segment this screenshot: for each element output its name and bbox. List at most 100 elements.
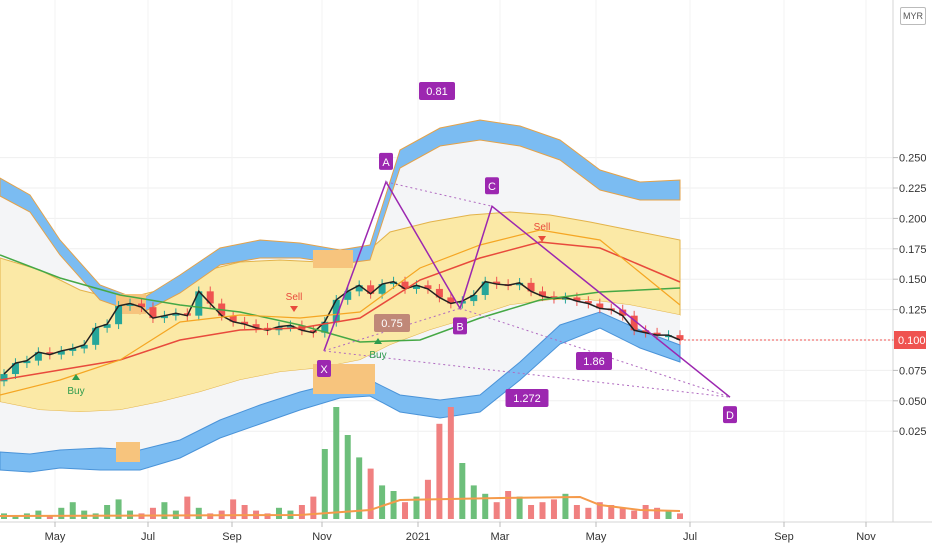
candle-body — [80, 344, 88, 349]
volume-bar — [505, 491, 512, 519]
volume-bar — [482, 493, 489, 519]
volume-bar — [149, 507, 156, 519]
candle-body — [516, 282, 524, 286]
pattern-point-label: B — [456, 321, 463, 333]
ma-red-line — [0, 241, 681, 381]
candle-body — [332, 299, 340, 322]
signal-label: Buy — [369, 350, 386, 361]
candle-body — [137, 303, 145, 308]
volume-bar — [115, 499, 122, 519]
volume-bar — [161, 502, 168, 519]
candle-body — [57, 350, 65, 355]
candle-body — [412, 285, 420, 289]
candle-body — [481, 281, 489, 296]
last-price-marker: 0.100 — [680, 331, 926, 349]
candle-body — [539, 291, 547, 297]
harmonic-pattern: X A B C D 0.75 0.81 1.86 1.272 — [317, 82, 737, 424]
last-price-label: 0.100 — [898, 335, 926, 347]
candle-body — [115, 305, 123, 325]
ratio-text: 0.81 — [426, 86, 447, 98]
candle-body — [470, 295, 478, 302]
volume-bars — [0, 407, 683, 519]
y-tick-label: 0.150 — [899, 274, 927, 286]
volume-bar — [356, 457, 363, 519]
volume-bar — [333, 407, 340, 519]
y-tick-label: 0.075 — [899, 365, 927, 377]
pattern-point-label: A — [382, 157, 390, 169]
time-axis[interactable]: May Jul Sep Nov 2021 Mar May Jul Sep Nov — [45, 522, 877, 543]
volume-bar — [310, 496, 317, 519]
volume-bar — [665, 510, 672, 519]
candle-body — [103, 324, 111, 328]
volume-bar — [390, 491, 397, 519]
y-tick-label: 0.200 — [899, 213, 927, 225]
candle-body — [0, 374, 8, 382]
candle-body — [378, 284, 386, 294]
buy-signal: Buy — [369, 338, 387, 361]
pattern-point-label: D — [726, 410, 734, 422]
candle-body — [160, 315, 168, 319]
candle-body — [561, 297, 569, 300]
sell-arrow-icon — [290, 306, 298, 312]
volume-bar — [69, 502, 76, 519]
candle-body — [309, 330, 317, 333]
sell-signal: Sell — [534, 222, 550, 242]
pattern-point-a: A — [379, 152, 393, 170]
trade-signals: Buy Sell Buy Sell — [67, 222, 550, 397]
candle-body — [493, 281, 501, 285]
volume-bar — [596, 502, 603, 519]
volume-bar — [550, 499, 557, 519]
volume-bar — [539, 502, 546, 519]
volume-bar — [677, 513, 683, 519]
pattern-point-label: X — [320, 364, 328, 376]
candle-body — [126, 303, 134, 306]
y-tick-label: 0.125 — [899, 305, 927, 317]
volume-bar — [195, 507, 202, 519]
candle-body — [424, 285, 432, 289]
volume-bar — [344, 435, 351, 519]
pattern-point-box — [317, 359, 331, 377]
candle-body — [195, 291, 203, 316]
ratio-text: 1.272 — [513, 393, 541, 405]
volume-bar — [402, 502, 409, 519]
candle-body — [355, 285, 363, 292]
candle-body — [23, 360, 31, 364]
pattern-point-d: D — [723, 406, 737, 424]
candle-body — [46, 352, 54, 355]
candle-body — [321, 321, 329, 333]
x-tick-label: Sep — [774, 531, 794, 543]
band-highlight — [116, 442, 140, 462]
y-tick-label: 0.025 — [899, 426, 927, 438]
x-tick-label: Nov — [312, 531, 332, 543]
price-axis[interactable]: 0.250 0.225 0.200 0.175 0.150 0.125 0.100 0.075… — [893, 153, 927, 439]
volume-bar — [619, 507, 626, 519]
candle-body — [527, 282, 535, 292]
signal-label: Buy — [67, 386, 84, 397]
pattern-point-c: C — [485, 177, 499, 195]
volume-bar — [573, 505, 580, 519]
volume-bar — [264, 513, 271, 519]
candle-body — [241, 321, 249, 325]
candle-body — [149, 307, 157, 319]
outer-upper-fill — [0, 140, 680, 314]
candle-body — [344, 291, 352, 300]
ratio-text: 1.86 — [583, 356, 604, 368]
band-highlight — [313, 250, 353, 268]
currency-badge[interactable]: MYR — [900, 7, 926, 25]
y-tick-label: 0.175 — [899, 244, 927, 256]
ratio-box — [419, 82, 455, 100]
candle-body — [447, 297, 455, 304]
candle-body — [229, 315, 237, 322]
ratio-label: 0.81 — [419, 82, 455, 100]
volume-bar — [642, 505, 649, 519]
volume-ma-line — [0, 495, 681, 517]
last-price-box — [894, 331, 926, 349]
ratio-text: 0.75 — [381, 318, 402, 330]
candle-body — [367, 285, 375, 294]
volume-bar — [184, 496, 191, 519]
volume-bar — [459, 463, 466, 519]
bollinger-bands — [0, 119, 681, 473]
volume-bar — [104, 505, 111, 519]
pattern-point-box — [485, 177, 499, 195]
